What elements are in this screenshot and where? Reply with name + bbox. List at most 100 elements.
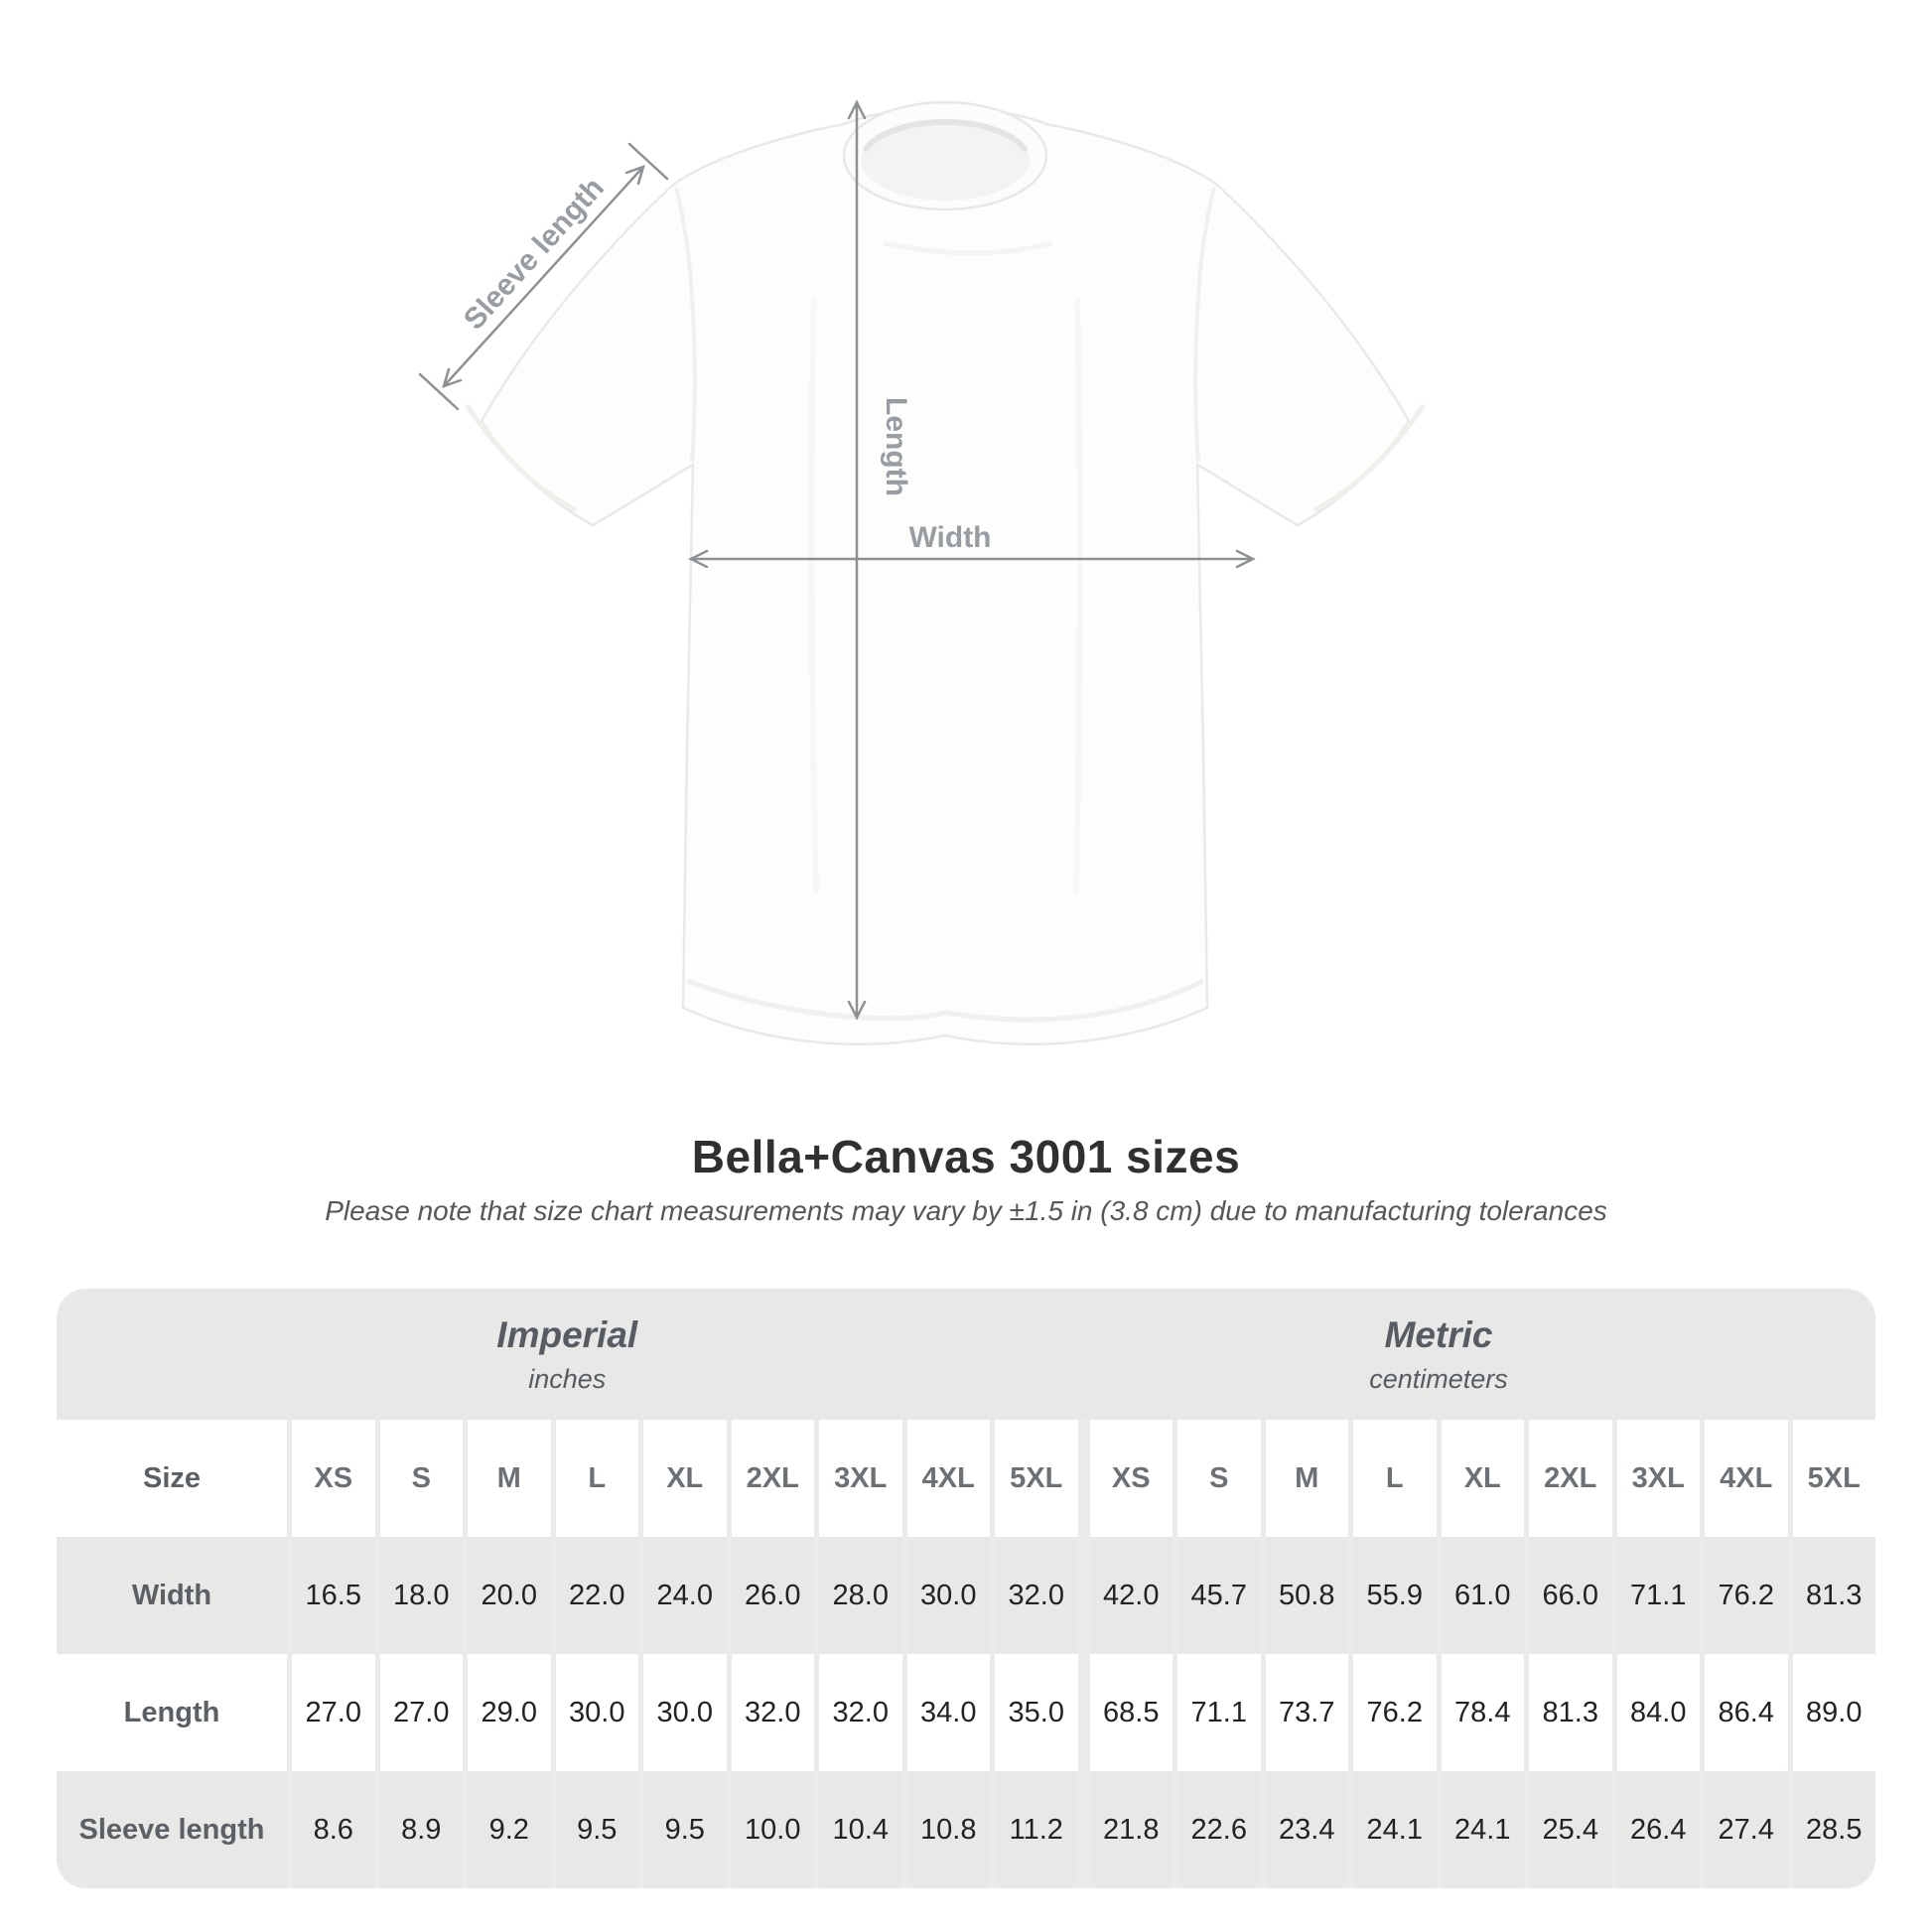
- table-cell: 27.0: [292, 1654, 375, 1771]
- table-cell: 16.5: [292, 1537, 375, 1654]
- table-cell: 76.2: [1705, 1537, 1788, 1654]
- table-cell: 71.1: [1177, 1654, 1261, 1771]
- unit-section-header-row: Imperial inches Metric centimeters: [57, 1289, 1875, 1420]
- table-cell: 81.3: [1792, 1537, 1875, 1654]
- table-cell: 24.0: [643, 1537, 727, 1654]
- table-cell: 20.0: [468, 1537, 551, 1654]
- table-cell: XS: [292, 1420, 375, 1537]
- table-cell: M: [468, 1420, 551, 1537]
- table-cell: M: [1265, 1420, 1348, 1537]
- tshirt-illustration: [464, 100, 1427, 1045]
- hem-fold: [686, 978, 1205, 1023]
- table-cell: 8.6: [292, 1771, 375, 1888]
- section-gap-spacer: [1083, 1537, 1085, 1654]
- size-chart-table: Imperial inches Metric centimeters Size X…: [57, 1289, 1875, 1888]
- table-cell: 68.5: [1089, 1654, 1173, 1771]
- table-cell: 10.4: [819, 1771, 902, 1888]
- table-cell: 5XL: [995, 1420, 1078, 1537]
- length-arrowhead-bottom: [847, 1000, 867, 1021]
- tshirt-diagram: Length Width Sleeve length: [418, 99, 1427, 1045]
- sleeve-arrow-line: [442, 165, 645, 388]
- collar-opening: [861, 119, 1030, 201]
- right-sleeve-seam: [1193, 187, 1216, 463]
- table-cell: XL: [643, 1420, 727, 1537]
- table-cell: 78.4: [1441, 1654, 1524, 1771]
- table-cell: 18.0: [379, 1537, 463, 1654]
- table-cell: 5XL: [1792, 1420, 1875, 1537]
- table-cell: 27.0: [379, 1654, 463, 1771]
- table-cell: 21.8: [1089, 1771, 1173, 1888]
- table-cell: S: [379, 1420, 463, 1537]
- right-cuff-fold: [1312, 403, 1427, 513]
- table-cell: 55.9: [1353, 1537, 1437, 1654]
- table-cell: 24.1: [1441, 1771, 1524, 1888]
- metric-section-title: Metric: [1384, 1313, 1493, 1355]
- table-cell: 23.4: [1265, 1771, 1348, 1888]
- table-cell: 24.1: [1353, 1771, 1437, 1888]
- table-cell: 89.0: [1792, 1654, 1875, 1771]
- table-cell: 42.0: [1089, 1537, 1173, 1654]
- length-label: Length: [880, 397, 912, 496]
- table-cell: S: [1177, 1420, 1261, 1537]
- table-cell: 29.0: [468, 1654, 551, 1771]
- table-cell: 2XL: [731, 1420, 814, 1537]
- left-cuff-fold: [464, 403, 578, 513]
- table-cell: 30.0: [555, 1654, 638, 1771]
- metric-section-unit: centimeters: [1369, 1363, 1508, 1394]
- table-cell: 32.0: [995, 1537, 1078, 1654]
- table-cell: 45.7: [1177, 1537, 1261, 1654]
- table-cell: 84.0: [1616, 1654, 1700, 1771]
- table-cell: 26.4: [1616, 1771, 1700, 1888]
- table-cell: 9.5: [643, 1771, 727, 1888]
- table-cell: 10.0: [731, 1771, 814, 1888]
- table-cell: 34.0: [906, 1654, 990, 1771]
- row-label: Sleeve length: [57, 1771, 287, 1888]
- table-cell: 35.0: [995, 1654, 1078, 1771]
- table-cell: 30.0: [643, 1654, 727, 1771]
- table-cell: 50.8: [1265, 1537, 1348, 1654]
- table-cell: 3XL: [819, 1420, 902, 1537]
- width-dimension: [688, 549, 1256, 569]
- metric-section-header: Metric centimeters: [1090, 1289, 1788, 1420]
- table-cell: 22.6: [1177, 1771, 1261, 1888]
- table-cell: 61.0: [1441, 1537, 1524, 1654]
- table-cell: 86.4: [1705, 1654, 1788, 1771]
- table-body: Size XS S M L XL 2XL 3XL 4XL 5XL XS S M L XL 2XL 3XL 4XL 5…: [57, 1420, 1875, 1888]
- imperial-section-unit: inches: [528, 1363, 607, 1394]
- collar-inner-shadow: [863, 118, 1028, 152]
- section-gap-spacer: [1083, 1420, 1085, 1537]
- table-cell: 28.5: [1792, 1771, 1875, 1888]
- table-cell: 11.2: [995, 1771, 1078, 1888]
- tolerance-note: Please note that size chart measurements…: [325, 1195, 1607, 1226]
- table-cell: L: [1353, 1420, 1437, 1537]
- table-cell: 71.1: [1616, 1537, 1700, 1654]
- table-cell: 10.8: [906, 1771, 990, 1888]
- table-cell: 30.0: [906, 1537, 990, 1654]
- table-cell: 81.3: [1529, 1654, 1612, 1771]
- section-gap-spacer: [1083, 1771, 1085, 1888]
- table-cell: 4XL: [1705, 1420, 1788, 1537]
- imperial-section-title: Imperial: [496, 1313, 638, 1355]
- table-cell: 32.0: [731, 1654, 814, 1771]
- body-wrinkle-left: [808, 297, 819, 895]
- table-cell: 9.2: [468, 1771, 551, 1888]
- table-cell: 8.9: [379, 1771, 463, 1888]
- section-gap-spacer: [1083, 1654, 1085, 1771]
- length-arrowhead-top: [847, 99, 867, 120]
- table-cell: 2XL: [1529, 1420, 1612, 1537]
- width-arrowhead-right: [1235, 549, 1256, 569]
- body-wrinkle-right: [1073, 297, 1083, 895]
- sleeve-tick-bottom: [418, 372, 460, 411]
- measurement-row: Length 27.0 27.0 29.0 30.0 30.0 32.0 32.0 34.0 35…: [57, 1654, 1875, 1771]
- sleeve-tick-top: [627, 142, 669, 181]
- sleeve-arrowhead-top: [624, 165, 645, 186]
- row-label: Size: [57, 1420, 287, 1537]
- table-cell: 73.7: [1265, 1654, 1348, 1771]
- row-label: Width: [57, 1537, 287, 1654]
- tshirt-silhouette: [480, 106, 1411, 1045]
- row-label: Length: [57, 1654, 287, 1771]
- table-cell: 32.0: [819, 1654, 902, 1771]
- table-cell: XL: [1441, 1420, 1524, 1537]
- imperial-section-header: Imperial inches: [57, 1289, 1078, 1420]
